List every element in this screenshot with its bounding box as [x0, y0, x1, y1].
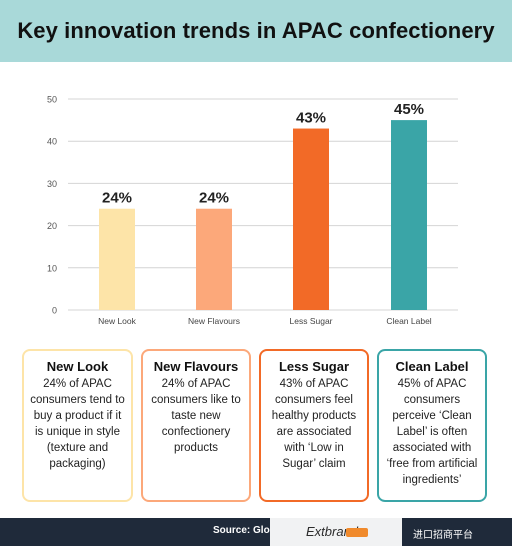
- bar: [99, 208, 135, 310]
- source-label: Source: Glo: [213, 525, 270, 536]
- watermark-box: [270, 518, 402, 546]
- watermark-logo: Extbrand: [306, 524, 359, 539]
- card-description: 24% of APAC consumers like to taste new …: [151, 378, 241, 454]
- bar: [196, 208, 232, 310]
- bar-chart: 0 10 20 30 40 50 24% New Look 24% New Flavours 43%…: [47, 95, 458, 326]
- card-new-flavours: New Flavours 24% of APAC consumers like …: [141, 349, 251, 502]
- card-title: New Flavours: [153, 359, 239, 374]
- card-description: 43% of APAC consumers feel healthy produ…: [271, 378, 357, 470]
- y-tick-label: 30: [47, 179, 57, 189]
- footer-bar: Source: Glo Extbrand 进口招商平台: [0, 518, 512, 546]
- data-label: 43%: [296, 110, 326, 127]
- page-header: Key innovation trends in APAC confection…: [0, 0, 512, 62]
- trend-cards: New Look 24% of APAC consumers tend to b…: [0, 349, 512, 509]
- card-title: Less Sugar: [278, 359, 350, 374]
- data-label: 24%: [199, 190, 229, 207]
- x-tick-label: Clean Label: [386, 316, 431, 326]
- card-less-sugar: Less Sugar 43% of APAC consumers feel he…: [259, 349, 369, 502]
- y-tick-label: 40: [47, 137, 57, 147]
- x-tick-label: Less Sugar: [290, 316, 333, 326]
- card-description: 24% of APAC consumers tend to buy a prod…: [30, 378, 125, 470]
- bar: [293, 128, 329, 310]
- card-clean-label: Clean Label 45% of APAC consumers percei…: [377, 349, 487, 502]
- y-tick-label: 0: [52, 306, 57, 316]
- y-tick-label: 20: [47, 221, 57, 231]
- page-title: Key innovation trends in APAC confection…: [17, 18, 495, 43]
- x-tick-label: New Flavours: [188, 316, 240, 326]
- data-label: 24%: [102, 190, 132, 207]
- watermark-text: 进口招商平台: [413, 530, 473, 541]
- bar: [391, 120, 427, 310]
- card-description: 45% of APAC consumers perceive ‘Clean La…: [386, 378, 478, 486]
- y-tick-label: 10: [47, 263, 57, 273]
- watermark-badge: [346, 528, 368, 537]
- y-tick-label: 50: [47, 95, 57, 105]
- card-new-look: New Look 24% of APAC consumers tend to b…: [22, 349, 133, 502]
- card-title: Clean Label: [395, 359, 469, 374]
- card-title: New Look: [46, 359, 109, 374]
- x-tick-label: New Look: [98, 316, 137, 326]
- data-label: 45%: [394, 101, 424, 118]
